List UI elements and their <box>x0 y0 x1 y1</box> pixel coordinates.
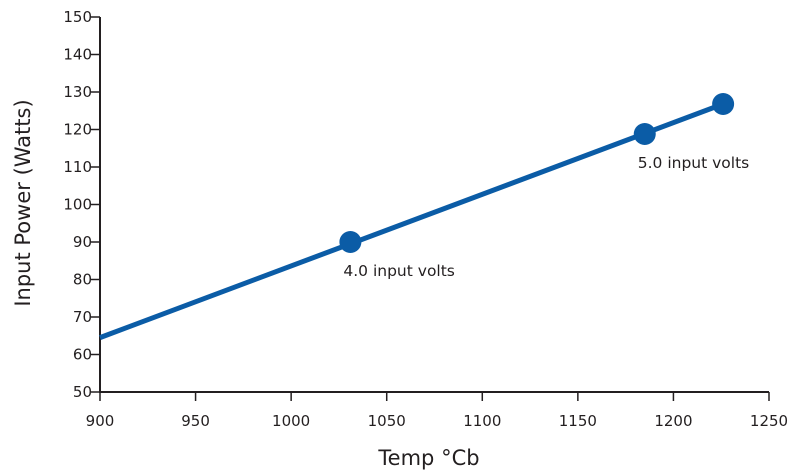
y-tick-label: 70 <box>73 308 92 326</box>
y-tick-label: 90 <box>73 233 92 251</box>
y-tick-label: 150 <box>63 8 92 26</box>
x-tick-label: 1150 <box>559 412 597 430</box>
y-axis-title: Input Power (Watts) <box>11 99 35 306</box>
y-tick-label: 110 <box>63 158 92 176</box>
x-tick-label: 950 <box>181 412 210 430</box>
point-annotation: 4.0 input volts <box>343 262 455 280</box>
tick-labels: 50 60 70 80 90 100 110 120 130 140 150 900 950 1000 10… <box>63 8 788 430</box>
data-point <box>339 231 362 253</box>
x-tick-label: 1050 <box>368 412 406 430</box>
tick-marks <box>91 16 770 401</box>
x-tick-label: 1000 <box>272 412 310 430</box>
y-tick-label: 140 <box>63 46 92 64</box>
point-annotation: 5.0 input volts <box>638 154 750 172</box>
y-tick-label: 60 <box>73 346 92 364</box>
y-tick-label: 100 <box>63 196 92 214</box>
data-point <box>633 123 656 145</box>
data-point <box>712 93 735 115</box>
series-lines <box>99 101 725 340</box>
series-line <box>99 101 725 340</box>
annotations: 4.0 input volts 5.0 input volts <box>343 154 749 280</box>
x-tick-label: 1250 <box>750 412 788 430</box>
y-tick-label: 130 <box>63 83 92 101</box>
data-points <box>339 93 735 253</box>
x-tick-label: 1200 <box>654 412 692 430</box>
y-tick-label: 50 <box>73 383 92 401</box>
x-axis-title: Temp °Cb <box>377 446 479 470</box>
axes <box>99 17 769 393</box>
x-tick-label: 1100 <box>463 412 501 430</box>
x-tick-label: 900 <box>86 412 115 430</box>
y-tick-label: 120 <box>63 121 92 139</box>
y-tick-label: 80 <box>73 271 92 289</box>
